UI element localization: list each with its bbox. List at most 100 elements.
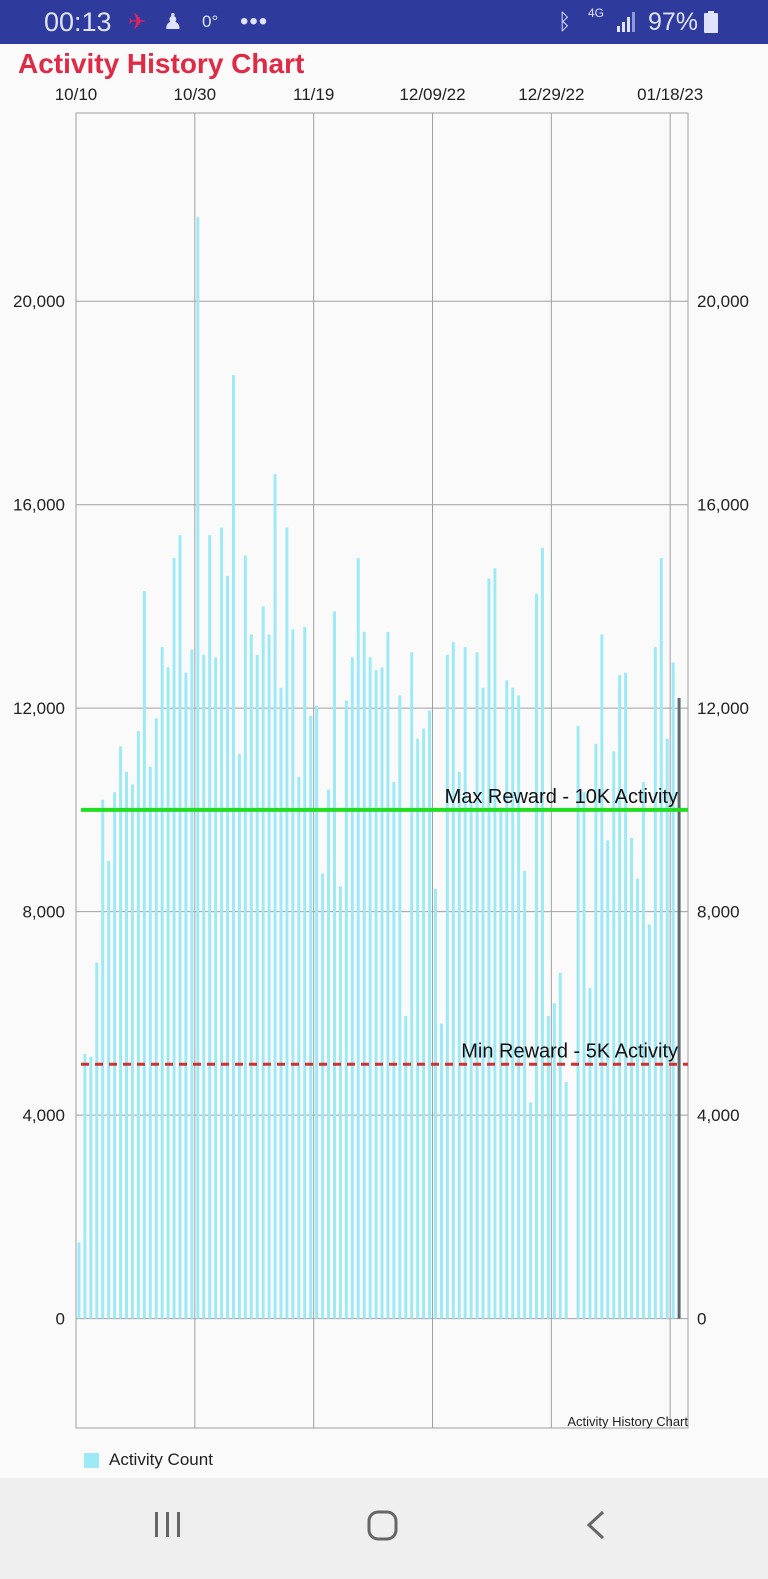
bar [231,374,235,1319]
y-tick-label-left: 16,000 [13,496,65,515]
bar [505,680,509,1319]
y-tick-label-right: 16,000 [697,496,749,515]
bar [190,649,194,1319]
bar [416,738,420,1319]
y-tick-label-left: 0 [56,1310,65,1329]
bar [172,558,176,1319]
y-tick-label-left: 4,000 [22,1106,65,1125]
bar [612,751,616,1319]
home-button[interactable] [352,1498,412,1554]
bar [499,807,503,1319]
bar [130,784,134,1319]
recents-button[interactable] [140,1498,200,1554]
status-temperature: 0° [202,12,219,31]
bar [422,728,426,1319]
bar [398,695,402,1319]
bar [338,886,342,1319]
bar [493,568,497,1319]
x-tick-label: 01/18/23 [637,85,703,104]
bar [136,731,140,1319]
bar [523,870,527,1319]
bar [380,667,384,1319]
y-tick-label-left: 20,000 [13,292,65,311]
bar [624,672,628,1319]
bar [89,1056,93,1319]
bar [154,718,158,1319]
bar [184,672,188,1319]
bar [261,606,265,1319]
y-tick-label-right: 12,000 [697,699,749,718]
bar [160,647,164,1319]
bar [469,802,473,1319]
bar [529,1102,533,1319]
bar [285,527,289,1319]
bar [582,792,586,1319]
bar [362,631,366,1319]
bar [552,1003,556,1319]
bar [428,710,432,1319]
x-tick-label: 10/30 [174,85,217,104]
reference-lines: Max Reward - 10K Activity Min Reward - 5K… [81,786,688,1066]
bar [344,700,348,1319]
bar [433,888,437,1319]
bar [208,535,212,1319]
bar [142,591,146,1319]
bar [77,1242,81,1319]
bar [404,1015,408,1319]
bar [356,558,360,1319]
bar [119,746,123,1319]
bar [113,792,117,1319]
bar [481,687,485,1319]
bar [220,527,224,1319]
bar [237,753,241,1319]
navigation-bar [0,1478,768,1579]
bar [309,715,313,1319]
y-tick-label-right: 8,000 [697,903,740,922]
bar [600,634,604,1319]
bar [594,743,598,1319]
bar [540,547,544,1319]
bar [463,647,467,1319]
bar [618,675,622,1319]
back-button[interactable] [570,1498,630,1554]
activity-run-icon: ✈ [128,9,147,34]
bar [677,698,681,1319]
bar [576,725,580,1319]
bar [653,647,657,1319]
battery-icon [704,11,718,33]
bar [439,1023,443,1319]
bar [641,781,645,1319]
bar [327,789,331,1319]
bar [475,652,479,1319]
chart-ticks: 0 0 4,000 4,000 8,000 8,000 12,000 12,000 16,000… [13,85,749,1329]
bar [226,575,229,1319]
bar [457,771,461,1319]
y-tick-label-left: 8,000 [22,903,65,922]
bar [392,781,396,1319]
bar [148,766,152,1319]
bar [487,578,491,1319]
battery-percent: 97% [648,8,699,36]
bar [386,631,390,1319]
bar [202,654,206,1319]
bar [451,642,455,1319]
x-tick-label: 12/29/22 [518,85,584,104]
more-notifications-icon: ••• [240,8,269,35]
signal-icon [617,12,635,32]
activity-chart: Max Reward - 10K Activity Min Reward - 5K… [13,85,749,1429]
bar [606,840,610,1319]
bar [101,799,105,1319]
bar [588,987,592,1319]
chart-bars [77,217,681,1319]
bar [273,474,277,1319]
bar [350,657,354,1319]
y-tick-label-right: 4,000 [697,1106,740,1125]
figure-icon: ♟ [163,9,183,34]
bar [630,837,634,1319]
bar [196,217,200,1319]
y-tick-label-left: 12,000 [13,699,65,718]
bar [125,771,128,1319]
bar [166,667,170,1319]
x-tick-label: 12/09/22 [399,85,465,104]
bar [647,924,651,1319]
